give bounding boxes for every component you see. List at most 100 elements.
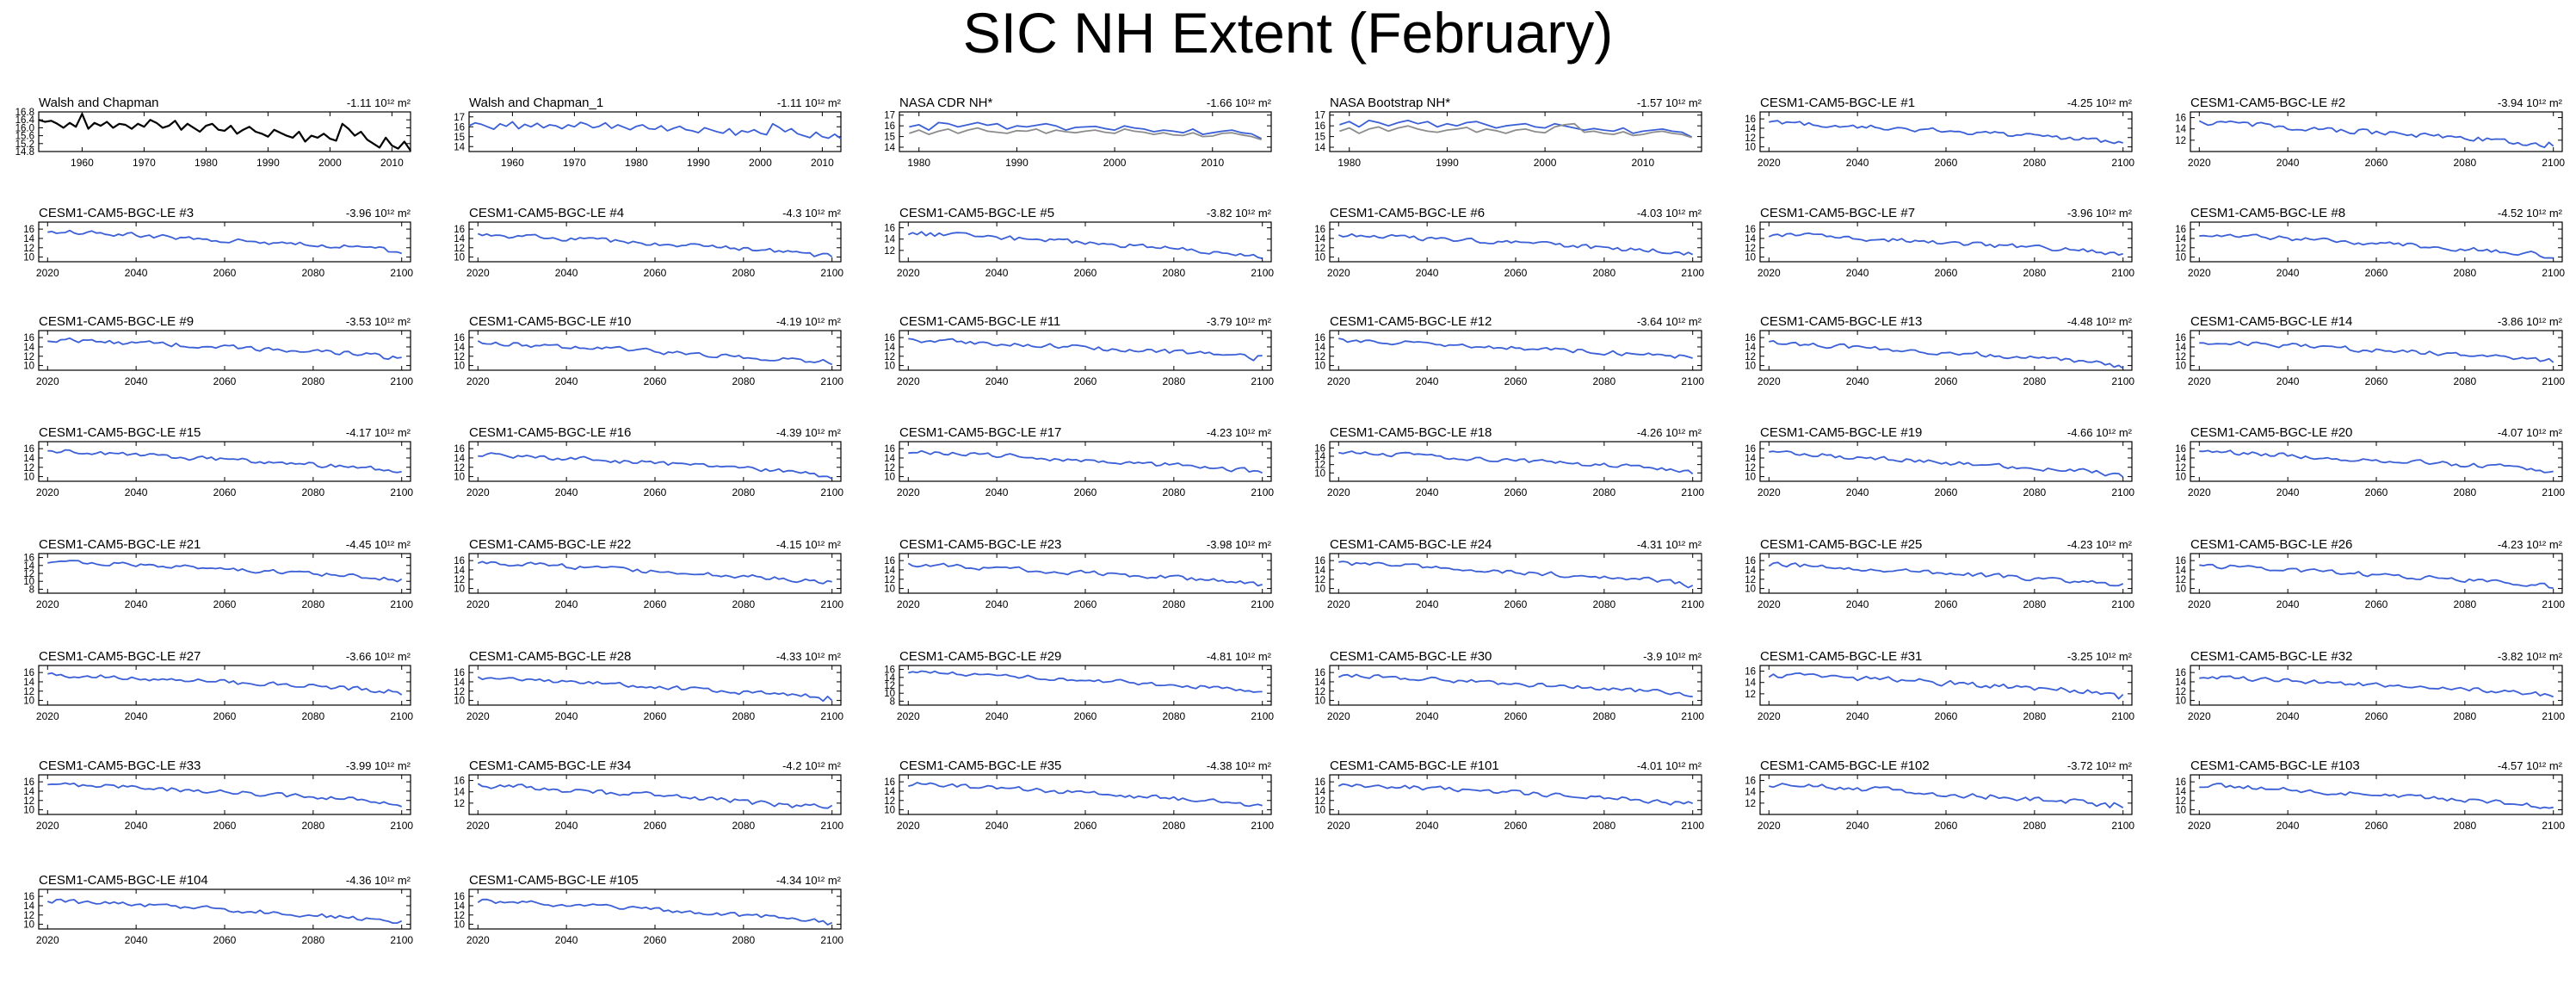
chart-panel: CESM1-CAM5-BGC-LE #12 -3.64 10¹² m² 2020 20… — [1291, 308, 1714, 409]
x-tick-label: 2080 — [302, 375, 325, 387]
y-tick-label: 10 — [884, 473, 895, 483]
plot-frame — [1329, 330, 1702, 371]
x-tick-label: 2040 — [555, 486, 578, 498]
y-tick-label: 14 — [1745, 788, 1756, 798]
plot-frame — [38, 330, 411, 371]
trend-value: -4.26 10¹² m² — [1637, 426, 1702, 439]
series-line — [908, 782, 1263, 808]
panel-title: CESM1-CAM5-BGC-LE #5 — [899, 206, 1054, 220]
panel-title: CESM1-CAM5-BGC-LE #34 — [469, 758, 631, 773]
x-tick-label: 2080 — [732, 934, 756, 946]
y-tick-label: 10 — [1745, 585, 1756, 595]
y-tick-label: 17 — [1314, 111, 1325, 121]
chart-svg: CESM1-CAM5-BGC-LE #22 -4.15 10¹² m² 2020 20… — [454, 537, 843, 610]
x-tick-label: 2080 — [732, 598, 756, 610]
x-tick-label: 2100 — [1251, 598, 1274, 610]
y-tick-label: 12 — [1314, 244, 1325, 254]
x-tick-label: 2100 — [2542, 486, 2565, 498]
y-tick-label: 16 — [454, 556, 465, 567]
x-tick-label: 2100 — [2542, 598, 2565, 610]
trend-value: -4.57 10¹² m² — [2498, 759, 2563, 772]
x-tick-label: 2080 — [2454, 157, 2477, 169]
x-tick-label: 2060 — [2365, 820, 2388, 832]
trend-value: -4.45 10¹² m² — [346, 538, 411, 551]
y-tick-label: 12 — [454, 244, 465, 254]
chart-svg: CESM1-CAM5-BGC-LE #28 -4.33 10¹² m² 2020 20… — [454, 649, 843, 722]
y-tick-label: 16 — [884, 556, 895, 567]
x-tick-label: 2060 — [1074, 486, 1097, 498]
x-tick-label: 2080 — [2023, 486, 2047, 498]
panel-title: CESM1-CAM5-BGC-LE #22 — [469, 537, 631, 552]
x-tick-label: 2080 — [2023, 375, 2047, 387]
panel-title: CESM1-CAM5-BGC-LE #12 — [1330, 314, 1492, 329]
x-tick-label: 2010 — [1201, 157, 1224, 169]
y-tick-label: 10 — [2175, 585, 2186, 595]
x-tick-label: 2040 — [2276, 710, 2300, 722]
y-tick-label: 10 — [2175, 806, 2186, 816]
chart-panel: CESM1-CAM5-BGC-LE #29 -4.81 10¹² m² 2020 20… — [861, 643, 1284, 744]
x-tick-label: 2060 — [644, 267, 667, 279]
x-tick-label: 2010 — [1631, 157, 1654, 169]
chart-panel: CESM1-CAM5-BGC-LE #6 -4.03 10¹² m² 2020 204… — [1291, 200, 1714, 300]
chart-panel: CESM1-CAM5-BGC-LE #18 -4.26 10¹² m² 2020 20… — [1291, 419, 1714, 520]
x-tick-label: 2040 — [2276, 267, 2300, 279]
x-tick-label: 2020 — [1757, 486, 1781, 498]
chart-svg: CESM1-CAM5-BGC-LE #27 -3.66 10¹² m² 2020 20… — [23, 649, 413, 722]
y-tick-label: 14 — [2175, 566, 2186, 576]
y-tick-label: 12 — [1745, 463, 1756, 474]
trend-value: -3.82 10¹² m² — [2498, 650, 2563, 663]
x-tick-label: 2060 — [1074, 267, 1097, 279]
x-tick-label: 2060 — [2365, 486, 2388, 498]
y-tick-label: 12 — [454, 687, 465, 697]
y-tick-label: 14 — [454, 454, 465, 464]
x-tick-label: 2020 — [36, 267, 59, 279]
y-tick-label: 16 — [23, 554, 34, 564]
y-tick-label: 10 — [454, 585, 465, 595]
chart-svg: CESM1-CAM5-BGC-LE #4 -4.3 10¹² m² 2020 2040… — [454, 206, 843, 279]
series-line — [908, 670, 1263, 693]
x-tick-label: 2060 — [1074, 375, 1097, 387]
x-tick-label: 2060 — [1935, 375, 1958, 387]
y-tick-label: 15.2 — [15, 139, 34, 150]
x-tick-label: 2100 — [820, 267, 843, 279]
panel-title: CESM1-CAM5-BGC-LE #32 — [2190, 649, 2352, 664]
y-tick-label: 10 — [23, 473, 34, 483]
x-tick-label: 2100 — [820, 934, 843, 946]
chart-svg: CESM1-CAM5-BGC-LE #26 -4.23 10¹² m² 2020 20… — [2175, 537, 2565, 610]
y-tick-label: 14 — [1314, 343, 1325, 353]
chart-panel: CESM1-CAM5-BGC-LE #14 -3.86 10¹² m² 2020 20… — [2152, 308, 2575, 409]
y-tick-label: 16 — [23, 444, 34, 455]
x-tick-label: 2040 — [555, 820, 578, 832]
plot-frame — [899, 111, 1272, 152]
y-tick-label: 12 — [23, 463, 34, 474]
y-tick-label: 12 — [1314, 687, 1325, 697]
x-tick-label: 2100 — [390, 375, 413, 387]
x-tick-label: 2060 — [2365, 710, 2388, 722]
y-tick-label: 16 — [1745, 777, 1756, 787]
x-tick-label: 2020 — [2188, 375, 2211, 387]
x-tick-label: 2060 — [213, 486, 237, 498]
trend-value: -3.53 10¹² m² — [346, 315, 411, 328]
x-tick-label: 2100 — [390, 710, 413, 722]
x-tick-label: 2060 — [213, 598, 237, 610]
x-tick-label: 2080 — [732, 267, 756, 279]
y-tick-label: 10 — [23, 577, 34, 587]
x-tick-label: 2060 — [213, 934, 237, 946]
x-tick-label: 2100 — [2111, 820, 2134, 832]
x-tick-label: 1980 — [907, 157, 930, 169]
series-line — [908, 449, 1263, 474]
y-tick-label: 16 — [2175, 668, 2186, 678]
chart-panel: CESM1-CAM5-BGC-LE #30 -3.9 10¹² m² 2020 204… — [1291, 643, 1714, 744]
x-tick-label: 2040 — [555, 598, 578, 610]
series-line — [1337, 783, 1694, 806]
chart-panel: CESM1-CAM5-BGC-LE #25 -4.23 10¹² m² 2020 20… — [1721, 531, 2145, 632]
series-line — [47, 229, 402, 255]
y-tick-label: 14 — [1745, 343, 1756, 353]
x-tick-label: 2100 — [1681, 820, 1704, 832]
y-tick-label: 16 — [1745, 333, 1756, 344]
series-line — [477, 676, 833, 703]
y-tick-label: 10 — [454, 920, 465, 931]
y-tick-label: 14 — [454, 566, 465, 576]
x-tick-label: 2020 — [1757, 375, 1781, 387]
plot-frame — [1329, 111, 1702, 152]
